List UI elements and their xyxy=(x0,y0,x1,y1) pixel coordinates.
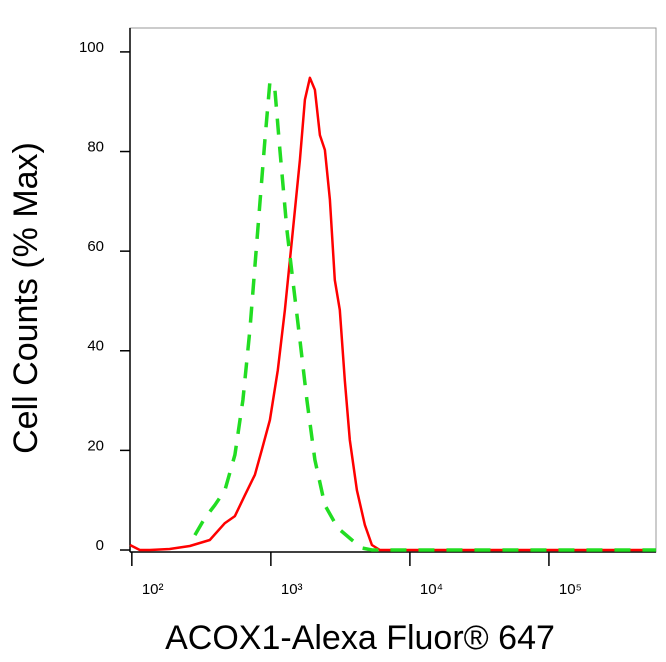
series-line xyxy=(193,80,656,552)
y-tick-label: 100 xyxy=(79,39,104,56)
x-tick-label: 10³ xyxy=(281,581,303,598)
y-tick-label: 40 xyxy=(87,338,104,355)
plot-frame xyxy=(129,27,657,553)
y-tick-label: 20 xyxy=(87,437,104,454)
x-tick-label: 10² xyxy=(142,581,164,598)
y-tick-label: 0 xyxy=(96,537,104,554)
x-axis-label: ACOX1-Alexa Fluor® 647 xyxy=(165,619,555,657)
x-tick-label: 10⁴ xyxy=(420,581,443,598)
y-axis-label: Cell Counts (% Max) xyxy=(7,142,45,454)
series-line xyxy=(129,76,656,552)
y-tick-label: 60 xyxy=(87,238,104,255)
x-tick-label: 10⁵ xyxy=(559,581,582,598)
y-tick-label: 80 xyxy=(87,138,104,155)
